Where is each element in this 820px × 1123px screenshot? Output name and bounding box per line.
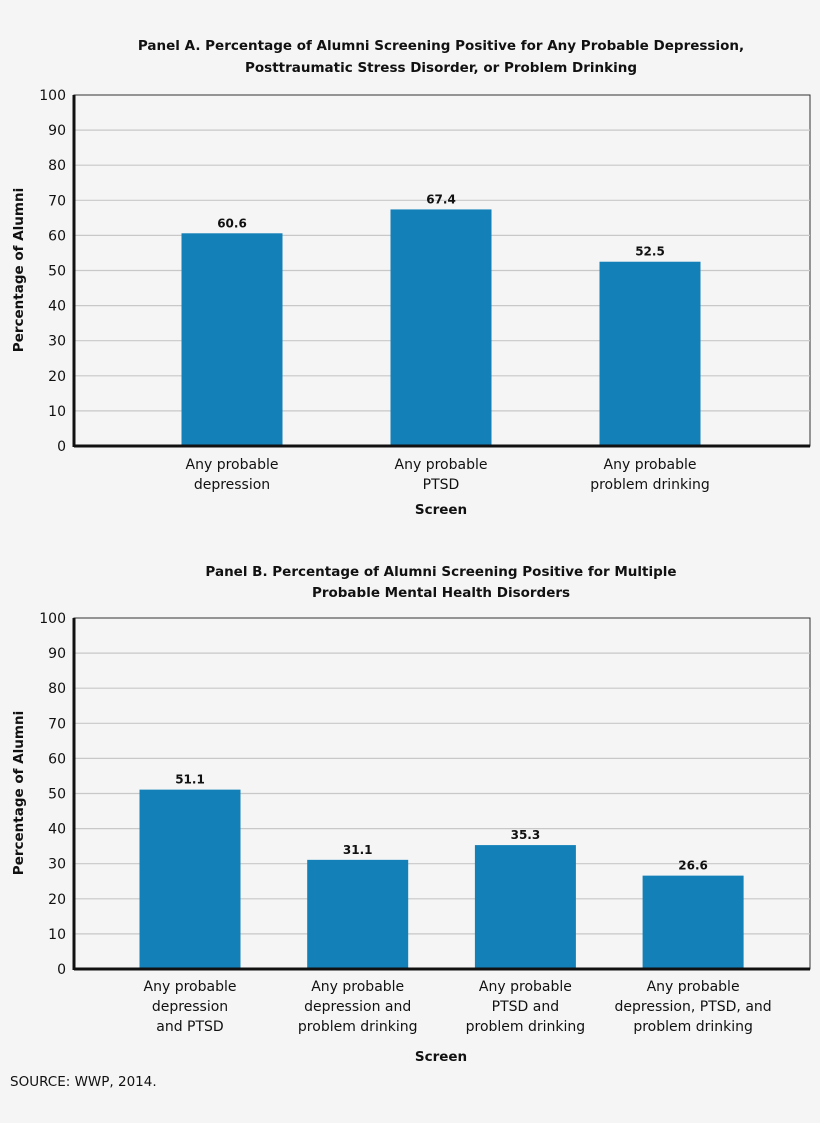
y-tick-label: 80 (48, 681, 66, 697)
data-label: 35.3 (511, 828, 541, 842)
y-tick-label: 10 (48, 404, 66, 420)
bar (474, 845, 576, 969)
y-tick-label: 70 (48, 716, 66, 732)
x-tick-label: problem drinking (298, 1019, 418, 1035)
y-tick-label: 50 (48, 264, 66, 280)
bar (599, 261, 701, 446)
x-tick-label: depression, PTSD, and (615, 999, 772, 1015)
y-tick-label: 40 (48, 822, 66, 838)
data-label: 51.1 (175, 773, 205, 787)
y-tick-label: 60 (48, 751, 66, 767)
bar (181, 233, 283, 446)
data-label: 52.5 (635, 245, 665, 259)
y-tick-label: 30 (48, 857, 66, 873)
chart-title: Panel A. Percentage of Alumni Screening … (138, 38, 744, 54)
data-label: 31.1 (343, 843, 373, 857)
x-tick-label: depression (194, 477, 270, 493)
x-tick-label: problem drinking (466, 1019, 586, 1035)
bar (139, 789, 241, 969)
bar (307, 859, 409, 969)
x-tick-label: problem drinking (633, 1019, 753, 1035)
bar (390, 209, 492, 446)
x-tick-label: depression and (304, 999, 411, 1015)
y-tick-label: 20 (48, 369, 66, 385)
y-tick-label: 10 (48, 927, 66, 943)
y-tick-label: 20 (48, 892, 66, 908)
y-tick-label: 80 (48, 158, 66, 174)
x-tick-label: Any probable (647, 979, 740, 995)
x-tick-label: Any probable (144, 979, 237, 995)
x-tick-label: Any probable (395, 457, 488, 473)
y-tick-label: 70 (48, 193, 66, 209)
chart-title: Probable Mental Health Disorders (312, 585, 570, 601)
y-tick-label: 30 (48, 334, 66, 350)
y-tick-label: 90 (48, 646, 66, 662)
y-tick-label: 0 (57, 962, 66, 978)
x-axis-label: Screen (415, 1049, 467, 1065)
y-tick-label: 0 (57, 439, 66, 455)
data-label: 60.6 (217, 216, 247, 230)
x-tick-label: and PTSD (156, 1019, 223, 1035)
chart-title: Posttraumatic Stress Disorder, or Proble… (245, 60, 637, 76)
y-tick-label: 40 (48, 299, 66, 315)
y-tick-label: 100 (39, 88, 66, 104)
y-tick-label: 100 (39, 611, 66, 627)
data-label: 26.6 (678, 859, 708, 873)
y-axis-label: Percentage of Alumni (11, 711, 27, 875)
chart-title: Panel B. Percentage of Alumni Screening … (205, 564, 676, 580)
x-tick-label: problem drinking (590, 477, 710, 493)
x-tick-label: Any probable (311, 979, 404, 995)
source-note: SOURCE: WWP, 2014. (10, 1074, 157, 1090)
bar (642, 875, 744, 969)
x-tick-label: Any probable (186, 457, 279, 473)
x-tick-label: PTSD (423, 477, 460, 493)
x-tick-label: Any probable (479, 979, 572, 995)
y-axis-label: Percentage of Alumni (11, 188, 27, 352)
data-label: 67.4 (426, 192, 456, 206)
y-tick-label: 90 (48, 123, 66, 139)
y-tick-label: 60 (48, 228, 66, 244)
x-axis-label: Screen (415, 502, 467, 518)
x-tick-label: Any probable (604, 457, 697, 473)
x-tick-label: depression (152, 999, 228, 1015)
y-tick-label: 50 (48, 787, 66, 803)
x-tick-label: PTSD and (492, 999, 559, 1015)
